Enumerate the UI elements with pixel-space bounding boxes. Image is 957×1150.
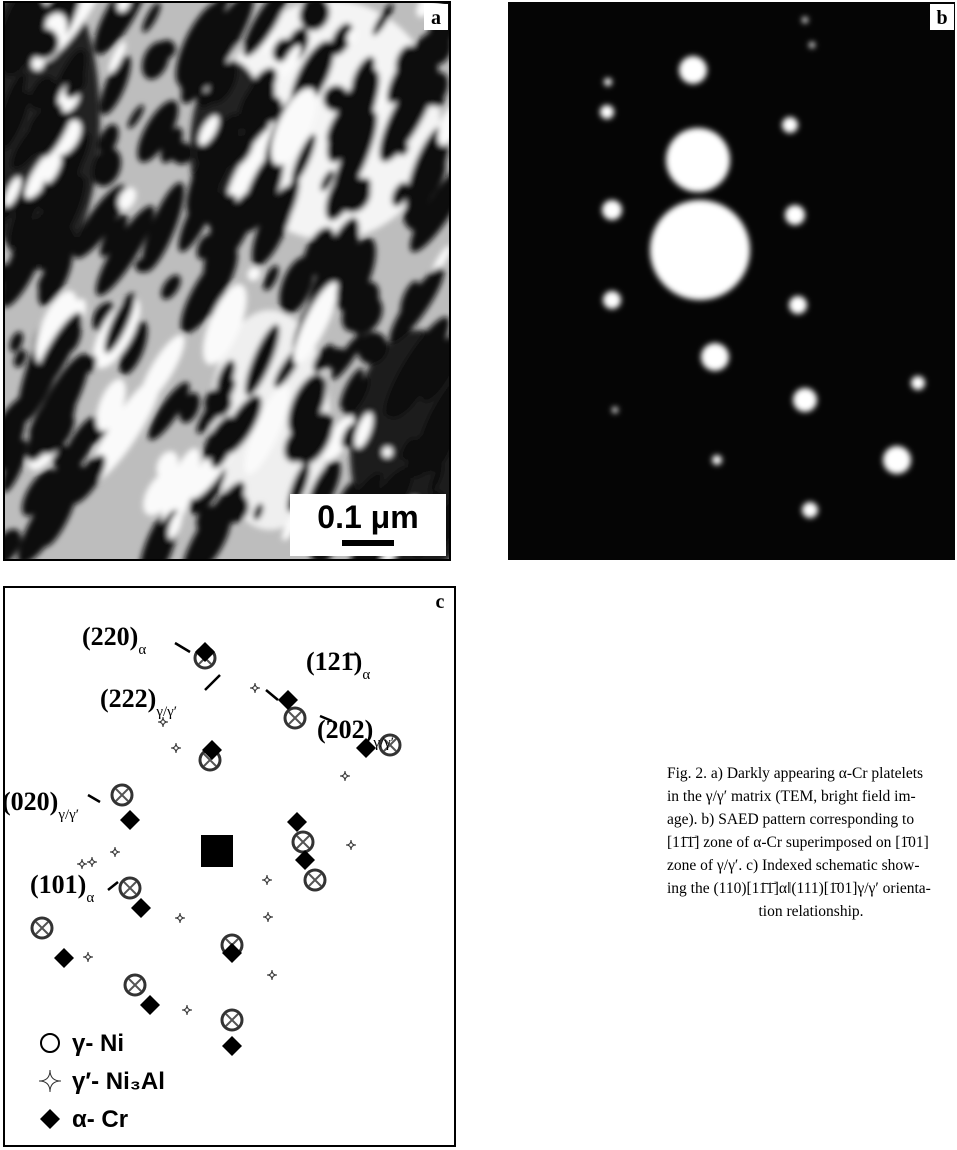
- spot: [802, 17, 808, 23]
- label-sub: α: [362, 667, 370, 683]
- panel-a: a 0.1 μm: [0, 0, 490, 593]
- legend-label: γ- Ni: [72, 1030, 124, 1057]
- spot: [679, 56, 707, 84]
- panel-letter: b: [936, 7, 947, 29]
- spot: [650, 200, 750, 300]
- spot: [789, 296, 807, 314]
- spot: [883, 446, 911, 474]
- label-sub: α: [86, 890, 94, 906]
- caption-line: tion relationship.: [758, 903, 863, 920]
- spot: [666, 128, 730, 192]
- label-main: (222): [100, 684, 156, 713]
- spot: [603, 291, 621, 309]
- scale-label: 0.1 μm: [317, 499, 418, 535]
- spot: [600, 105, 614, 119]
- caption-line: ing the (110)[11̄1̄]α‖(111)[1̄01]γ/γ′ or…: [667, 880, 931, 897]
- caption-line: age). b) SAED pattern corresponding to: [667, 811, 914, 828]
- spot: [782, 117, 798, 133]
- caption: Fig. 2. a) Darkly appearing α-Cr platele…: [667, 765, 931, 920]
- central-spot: [201, 835, 233, 867]
- spot: [911, 376, 925, 390]
- spot: [793, 388, 817, 412]
- panel-letter: a: [431, 7, 441, 29]
- label-sub: α: [138, 642, 146, 658]
- caption-line: Fig. 2. a) Darkly appearing α-Cr platele…: [667, 765, 923, 782]
- legend-label: α- Cr: [72, 1106, 128, 1133]
- spot: [701, 343, 729, 371]
- label-main: (101): [30, 870, 86, 899]
- label-main: (202): [317, 715, 373, 744]
- legend-label: γ′- Ni₃Al: [72, 1068, 165, 1095]
- figure: a 0.1 μm b c (220)α(121̄)α(222)γ/γ′(202)…: [0, 0, 957, 1150]
- panel-b: b: [508, 2, 955, 560]
- label-sub: γ/γ′: [155, 704, 177, 720]
- scale-bar: [342, 540, 394, 546]
- label-main: (121̄): [306, 647, 362, 676]
- spot: [602, 200, 622, 220]
- label-sub: γ/γ′: [57, 807, 79, 823]
- spot: [612, 407, 618, 413]
- panel-c: c (220)α(121̄)α(222)γ/γ′(202)γ/γ′(020)γ/…: [2, 587, 455, 1146]
- spot: [785, 205, 805, 225]
- label-main: (020): [2, 787, 58, 816]
- spot: [809, 42, 815, 48]
- label-main: (220): [82, 622, 138, 651]
- spot: [712, 455, 722, 465]
- panel-letter: c: [436, 591, 445, 613]
- caption-line: [11̄1̄] zone of α-Cr superimposed on [1̄…: [667, 834, 929, 851]
- spot: [802, 502, 818, 518]
- spot: [604, 78, 612, 86]
- caption-line: in the γ/γ′ matrix (TEM, bright field im…: [667, 788, 916, 805]
- caption-line: zone of γ/γ′. c) Indexed schematic show-: [667, 857, 920, 874]
- label-sub: γ/γ′: [372, 735, 394, 751]
